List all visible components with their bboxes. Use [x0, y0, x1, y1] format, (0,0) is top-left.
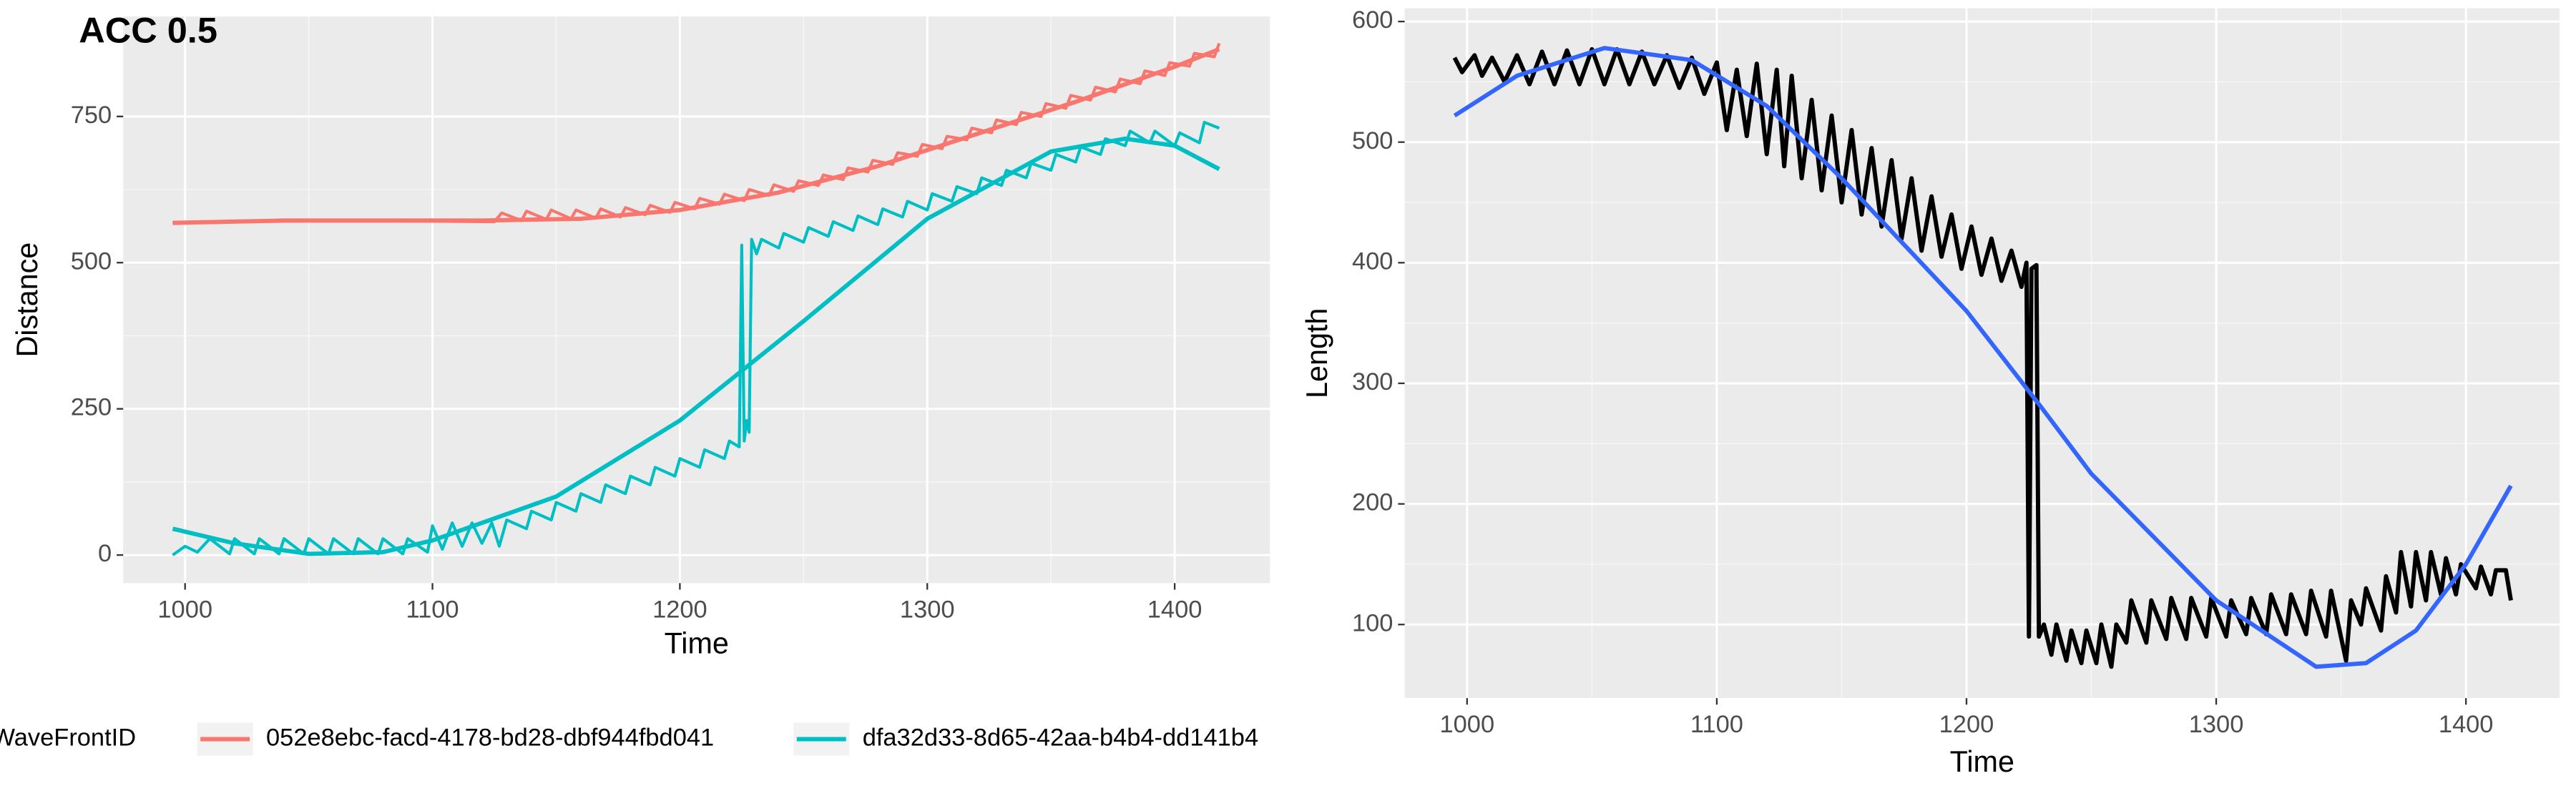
y-tick-label: 500	[71, 247, 112, 275]
x-tick-label: 1100	[1690, 711, 1743, 738]
y-tick-label: 500	[1352, 127, 1393, 154]
plot-area	[172, 42, 1221, 556]
y-tick-label: 100	[1352, 609, 1393, 637]
legend-label: 052e8ebc-facd-4178-bd28-dbf944fbd041	[266, 724, 714, 752]
x-tick-label: 1200	[1939, 711, 1994, 738]
panel	[123, 16, 1270, 584]
legend: WaveFrontID 052e8ebc-facd-4178-bd28-dbf94…	[0, 722, 1258, 756]
series-line	[1452, 46, 2513, 669]
plot-area	[1452, 46, 2513, 669]
y-axis-title: Length	[1301, 308, 1333, 398]
x-tick-label: 1400	[1147, 596, 1203, 623]
series-line	[172, 47, 1220, 225]
x-tick-label: 1400	[2439, 711, 2494, 738]
y-axis-title: Distance	[11, 242, 44, 358]
x-tick-label: 1300	[2189, 711, 2244, 738]
y-tick-label: 400	[1352, 247, 1393, 275]
y-tick-label: 750	[71, 102, 112, 129]
legend-title: WaveFrontID	[0, 724, 136, 752]
x-tick-label: 1000	[157, 596, 212, 623]
x-tick-label: 1200	[652, 596, 707, 623]
chart-title: ACC 0.5	[79, 9, 217, 50]
x-tick-label: 1100	[406, 596, 459, 623]
y-tick-label: 250	[71, 394, 112, 421]
series-line	[1453, 46, 2513, 669]
y-tick-label: 0	[98, 540, 112, 567]
panel	[1404, 8, 2560, 699]
x-axis-title: Time	[665, 627, 729, 660]
series-line	[172, 120, 1220, 556]
y-tick-label: 600	[1352, 6, 1393, 34]
x-axis-title: Time	[1950, 745, 2014, 778]
y-tick-label: 300	[1352, 368, 1393, 395]
legend-label: dfa32d33-8d65-42aa-b4b4-dd141b4	[863, 724, 1258, 752]
x-tick-label: 1300	[900, 596, 955, 623]
x-tick-label: 1000	[1440, 711, 1495, 738]
y-tick-label: 200	[1352, 489, 1393, 516]
series-line	[172, 136, 1220, 556]
